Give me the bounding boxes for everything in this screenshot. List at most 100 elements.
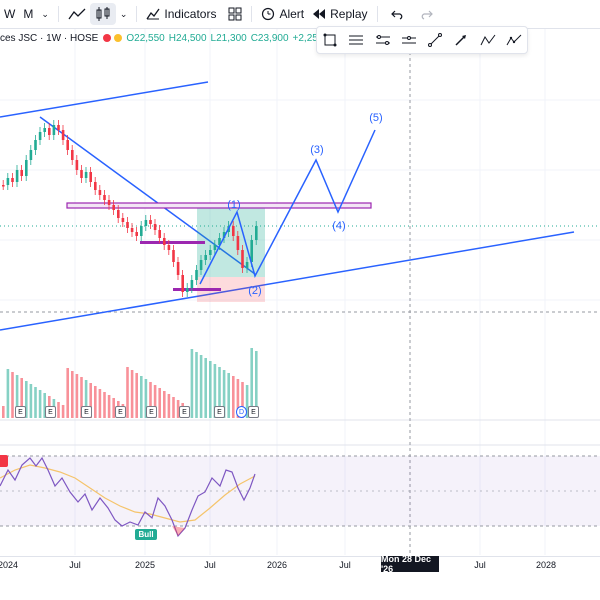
time-label-2028: 2028 xyxy=(535,560,557,570)
earnings-marker[interactable]: E xyxy=(115,406,126,418)
candle xyxy=(167,245,171,250)
volume-bar xyxy=(15,375,19,418)
earnings-marker[interactable]: E xyxy=(214,406,225,418)
arrow-tool-icon[interactable] xyxy=(451,30,471,50)
candle xyxy=(140,226,143,236)
volume-bar xyxy=(236,379,240,418)
interval-m-button[interactable]: M xyxy=(23,7,34,21)
dividend-marker[interactable]: D xyxy=(236,406,247,418)
undo-icon[interactable] xyxy=(387,0,409,28)
time-label-2026: 2026 xyxy=(266,560,288,570)
candle xyxy=(25,160,28,176)
elliott-projection-path xyxy=(199,129,376,285)
volume-bar xyxy=(38,390,42,418)
volume-bar xyxy=(29,384,33,418)
chart-type-dropdown-icon[interactable]: ⌄ xyxy=(119,8,128,19)
candle xyxy=(218,238,221,245)
candle xyxy=(98,190,102,195)
candle xyxy=(71,150,74,160)
interval-w-button[interactable]: W xyxy=(4,7,16,21)
candle xyxy=(255,226,258,240)
toolbar-separator xyxy=(376,6,378,22)
replay-icon xyxy=(313,9,326,19)
time-axis[interactable] xyxy=(0,556,600,577)
candle xyxy=(43,128,46,132)
volume-bar xyxy=(135,373,138,418)
alert-button[interactable]: Alert xyxy=(257,0,308,28)
wave-label-2: (2) xyxy=(248,285,262,297)
resistance-zone xyxy=(66,202,372,209)
trend-line-tool-icon[interactable] xyxy=(425,30,445,50)
rsi-oversold-fill xyxy=(172,526,185,536)
interval-dropdown-icon[interactable]: ⌄ xyxy=(41,8,49,19)
horizontal-lines-tool-icon[interactable] xyxy=(346,30,366,50)
rectangle-tool-icon[interactable] xyxy=(320,30,340,50)
volume-bar xyxy=(6,369,10,418)
candle xyxy=(181,275,184,292)
candle xyxy=(29,150,33,160)
candle xyxy=(2,185,5,187)
time-label-2025: 2025 xyxy=(134,560,156,570)
candle xyxy=(144,220,148,226)
rsi-line xyxy=(0,456,256,538)
volume-bar xyxy=(204,358,207,418)
volume-bar xyxy=(172,397,175,418)
data-status-icon xyxy=(114,34,123,42)
volume-bar xyxy=(222,370,226,418)
candle xyxy=(112,205,115,210)
earnings-marker[interactable]: E xyxy=(15,406,26,418)
candle xyxy=(15,170,19,182)
candle xyxy=(153,224,157,230)
indicators-button[interactable]: Indicators xyxy=(142,0,220,28)
candle xyxy=(245,262,249,268)
earnings-marker[interactable]: E xyxy=(146,406,157,418)
earnings-marker[interactable]: E xyxy=(179,406,190,418)
candle xyxy=(172,250,175,262)
close-value: C23,900 xyxy=(250,32,289,44)
ray-tool-icon[interactable] xyxy=(399,30,419,50)
support-marker-1 xyxy=(140,241,205,244)
volume-bar xyxy=(227,373,230,418)
volume-bar xyxy=(98,389,102,418)
volume-bar xyxy=(107,395,111,418)
volume-bar xyxy=(245,385,249,418)
earnings-marker[interactable]: E xyxy=(248,406,259,418)
volume-bar xyxy=(43,393,46,418)
time-label-jul-2027: Jul xyxy=(474,560,486,570)
candle xyxy=(94,182,97,190)
volume-bar xyxy=(140,376,143,418)
templates-icon[interactable] xyxy=(224,0,246,28)
volume-bars xyxy=(2,348,258,418)
elliott-wave-tool-icon[interactable] xyxy=(504,30,524,50)
candle xyxy=(121,218,125,222)
volume-bar xyxy=(232,376,235,418)
candle xyxy=(149,220,152,224)
earnings-marker[interactable]: E xyxy=(81,406,92,418)
candle xyxy=(186,288,189,292)
rsi-bull-badge: Bull xyxy=(135,529,157,540)
line-chart-icon[interactable] xyxy=(64,0,90,28)
candle xyxy=(107,200,111,205)
volume-bar xyxy=(20,378,23,418)
volume-bar xyxy=(94,386,97,418)
abcd-pattern-tool-icon[interactable] xyxy=(478,30,498,50)
candle xyxy=(199,260,203,270)
open-value: O22,550 xyxy=(126,32,165,44)
candle xyxy=(163,238,166,245)
candle xyxy=(84,172,88,178)
indicators-label: Indicators xyxy=(164,7,217,21)
volume-bar xyxy=(57,402,60,418)
earnings-marker[interactable]: E xyxy=(45,406,56,418)
replay-button[interactable]: Replay xyxy=(308,0,371,28)
volume-bar xyxy=(71,371,74,418)
market-status-icon xyxy=(103,34,112,42)
volume-bar xyxy=(149,382,152,418)
high-value: H24,500 xyxy=(168,32,207,44)
volume-bar xyxy=(84,380,88,418)
redo-icon[interactable] xyxy=(415,0,437,28)
volume-bar xyxy=(34,387,37,418)
volume-bar xyxy=(250,348,253,418)
candle-chart-icon[interactable] xyxy=(89,3,116,25)
parallel-channel-tool-icon[interactable] xyxy=(373,30,393,50)
